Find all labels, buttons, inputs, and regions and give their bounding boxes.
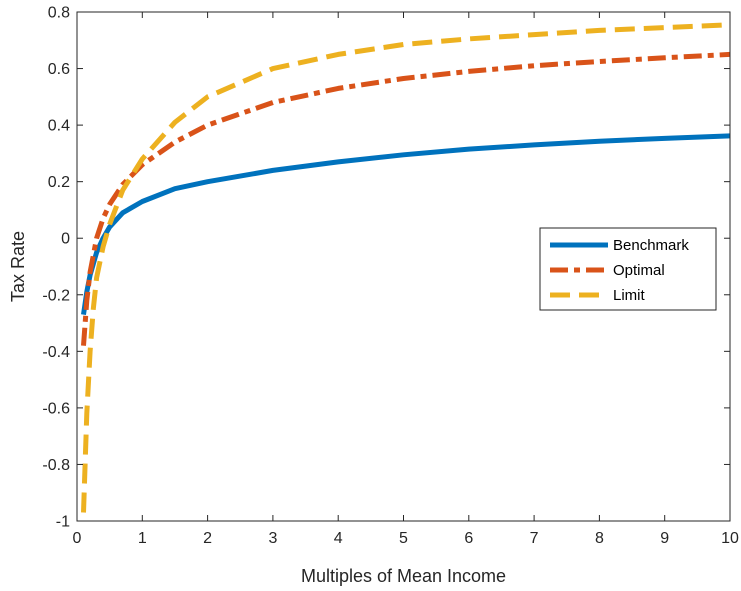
legend-label-limit: Limit <box>613 287 646 304</box>
tick-layer: 0 1 2 3 4 5 6 7 8 9 10 -1 -0.8 -0.6 -0.4 -0.2 0 0.2 0.4 0.6… <box>42 5 739 548</box>
x-tick-label: 4 <box>334 530 343 547</box>
x-tick-label: 10 <box>721 530 739 547</box>
y-tick-label: -0.6 <box>42 400 70 417</box>
x-tick-label: 1 <box>138 530 147 547</box>
legend-label-optimal: Optimal <box>613 262 665 279</box>
y-tick-label: -0.2 <box>42 287 70 304</box>
x-tick-label: 9 <box>660 530 669 547</box>
legend: Benchmark Optimal Limit <box>539 227 717 311</box>
x-tick-label: 0 <box>73 530 82 547</box>
y-tick-label: -1 <box>56 514 70 531</box>
series-line-benchmark <box>81 133 731 315</box>
x-tick-label: 2 <box>203 530 212 547</box>
y-tick-label: 0.4 <box>48 118 70 135</box>
y-tick-label: 0.2 <box>48 174 70 191</box>
series-line-limit <box>81 22 731 513</box>
x-tick-label: 8 <box>595 530 604 547</box>
series-line-optimal <box>81 51 731 346</box>
legend-label-benchmark: Benchmark <box>613 237 689 254</box>
y-tick-label: 0 <box>61 231 70 248</box>
x-tick-label: 6 <box>464 530 473 547</box>
y-tick-label: 0.8 <box>48 5 70 22</box>
x-axis-title: Multiples of Mean Income <box>301 566 506 586</box>
y-tick-label: -0.8 <box>42 457 70 474</box>
x-tick-label: 5 <box>399 530 408 547</box>
series-layer <box>81 22 731 513</box>
x-tick-label: 7 <box>530 530 539 547</box>
y-tick-label: -0.4 <box>42 344 70 361</box>
y-axis-title: Tax Rate <box>8 231 28 302</box>
x-tick-label: 3 <box>268 530 277 547</box>
y-tick-label: 0.6 <box>48 61 70 78</box>
